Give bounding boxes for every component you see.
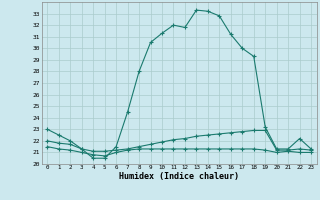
X-axis label: Humidex (Indice chaleur): Humidex (Indice chaleur) xyxy=(119,172,239,181)
